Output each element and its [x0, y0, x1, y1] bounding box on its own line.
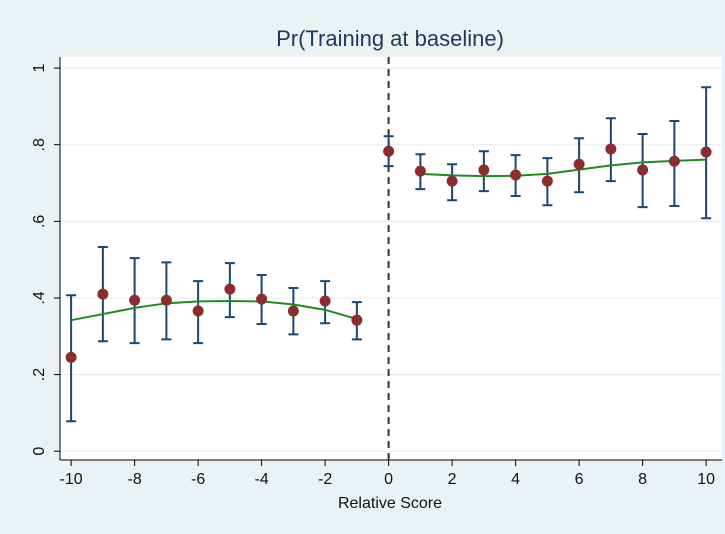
y-tick-label: .8 [31, 138, 48, 151]
y-tick-label: .6 [31, 215, 48, 228]
x-tick-label: 8 [638, 471, 647, 488]
point [541, 175, 553, 187]
y-tick-label: 0 [31, 447, 48, 456]
point [256, 293, 268, 305]
point [160, 294, 172, 306]
point [605, 143, 617, 155]
y-tick-label: .4 [31, 291, 48, 304]
point [637, 164, 649, 176]
point [65, 351, 77, 363]
point [700, 146, 712, 158]
x-tick-label: 2 [448, 471, 457, 488]
x-tick-label: 10 [697, 471, 715, 488]
chart-title: Pr(Training at baseline) [276, 26, 504, 51]
point [383, 145, 395, 157]
point [287, 305, 299, 317]
x-tick-label: -6 [191, 471, 205, 488]
point [129, 294, 141, 306]
y-tick-label: 1 [31, 64, 48, 73]
x-axis-label: Relative Score [338, 495, 442, 512]
point [319, 295, 331, 307]
x-tick-label: 6 [575, 471, 584, 488]
point [414, 165, 426, 177]
point [97, 288, 109, 300]
point [224, 283, 236, 295]
point [510, 169, 522, 181]
x-tick-label: 4 [511, 471, 520, 488]
y-tick-label: .2 [31, 368, 48, 381]
fit-line [70, 300, 358, 322]
plot-area [60, 57, 722, 460]
point [446, 175, 458, 187]
point [573, 158, 585, 170]
point [478, 164, 490, 176]
x-tick-label: -8 [127, 471, 141, 488]
x-tick-label: 0 [384, 471, 393, 488]
point [351, 314, 363, 326]
point [668, 155, 680, 167]
fit-line [420, 158, 707, 178]
x-tick-label: -4 [254, 471, 268, 488]
point [192, 305, 204, 317]
x-tick-label: -2 [318, 471, 332, 488]
x-tick-label: -10 [60, 471, 83, 488]
